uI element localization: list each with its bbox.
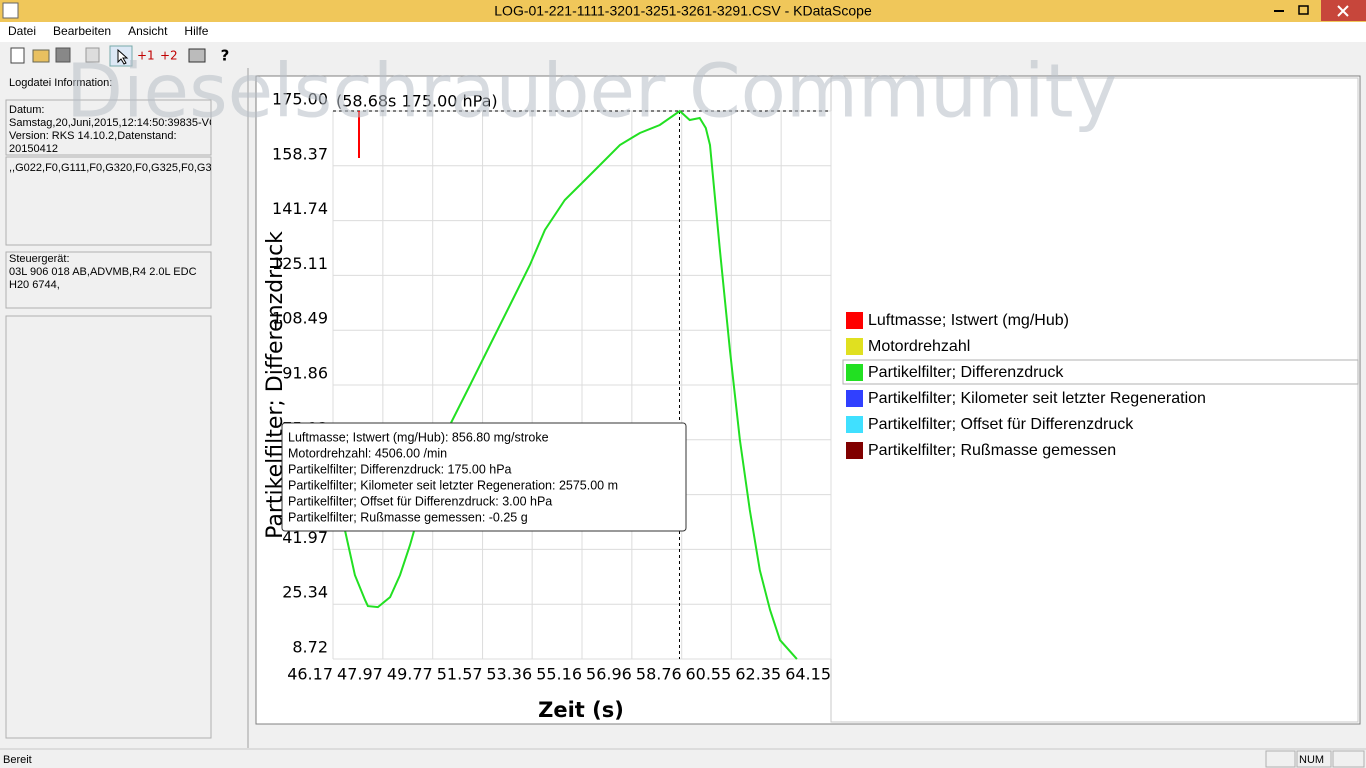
y-tick-label: 141.74 (272, 199, 328, 218)
new-button[interactable] (10, 47, 25, 64)
legend-label[interactable]: Partikelfilter; Offset für Differenzdruc… (868, 416, 1134, 433)
y-tick-label: 91.86 (282, 364, 328, 383)
sidebar-heading: Logdatei Information: (9, 77, 112, 89)
save-button[interactable] (55, 47, 71, 63)
cursor1-button[interactable]: +1 (137, 49, 155, 63)
legend-swatch[interactable] (846, 442, 863, 459)
x-axis-title: Zeit (s) (538, 698, 624, 722)
status-cell (1332, 750, 1365, 768)
ecu-box (5, 251, 212, 309)
status-text: Bereit (3, 754, 32, 766)
legend-panel (830, 77, 1359, 723)
legend-label[interactable]: Partikelfilter; Rußmasse gemessen (868, 442, 1116, 459)
menu-item[interactable]: Hilfe (184, 24, 208, 38)
app-icon (2, 2, 19, 19)
x-tick-label: 51.57 (437, 665, 483, 684)
tooltip-line: Partikelfilter; Kilometer seit letzter R… (288, 478, 618, 492)
x-tick-label: 49.77 (387, 665, 433, 684)
tooltip (281, 422, 687, 532)
ecu-line: H20 6744, (9, 279, 60, 291)
x-tick-label: 62.35 (735, 665, 781, 684)
tooltip-line: Partikelfilter; Differenzdruck: 175.00 h… (288, 462, 512, 476)
pointer-icon (117, 48, 129, 65)
status-bar (0, 749, 1366, 768)
tooltip-line: Partikelfilter; Offset für Differenzdruc… (288, 494, 552, 508)
sidebar-text: Datum:Samstag,20,Juni,2015,12:14:50:3983… (9, 104, 220, 291)
legend-swatch[interactable] (846, 338, 863, 355)
tooltip-line: Partikelfilter; Rußmasse gemessen: -0.25… (288, 510, 528, 524)
y-tick-label: 41.97 (282, 528, 328, 547)
ecu-line: 03L 906 018 AB,ADVMB,R4 2.0L EDC (9, 266, 197, 278)
cursor2-button[interactable]: +2 (160, 49, 178, 63)
cursor-label: (58.68s 175.00 hPa) (336, 92, 498, 111)
print-button[interactable] (188, 48, 206, 63)
x-tick-label: 58.76 (636, 665, 682, 684)
info-box (5, 99, 212, 156)
legend-label[interactable]: Luftmasse; Istwert (mg/Hub) (868, 312, 1069, 329)
x-tick-label: 55.16 (536, 665, 582, 684)
menu-item[interactable]: Ansicht (128, 24, 168, 38)
window-title: LOG-01-221-1111-3201-3251-3261-3291.CSV … (494, 3, 872, 19)
y-tick-label: 108.49 (272, 309, 328, 328)
info-line: 20150412 (9, 143, 58, 155)
x-tick-label: 47.97 (337, 665, 383, 684)
y-tick-label: 125.11 (272, 254, 328, 273)
num-indicator: NUM (1299, 754, 1324, 766)
legend-label[interactable]: Partikelfilter; Kilometer seit letzter R… (868, 390, 1206, 407)
menu-item[interactable]: Datei (8, 24, 36, 38)
legend-swatch[interactable] (846, 364, 863, 381)
legend-label[interactable]: Motordrehzahl (868, 338, 970, 355)
y-tick-label: 25.34 (282, 583, 328, 602)
x-tick-label: 53.36 (486, 665, 532, 684)
title-bar (0, 0, 1366, 22)
legend-selection (842, 359, 1359, 385)
legend-label[interactable]: Partikelfilter; Differenzdruck (868, 364, 1064, 381)
close-icon (1337, 5, 1349, 17)
info-line: Samstag,20,Juni,2015,12:14:50:39835-VCI (9, 117, 220, 129)
legend-swatch[interactable] (846, 390, 863, 407)
status-cell (1265, 750, 1296, 768)
chart: 8.7225.3441.9758.6075.2391.86108.49125.1… (263, 90, 1359, 722)
help-button[interactable]: ? (221, 47, 230, 65)
info-line: Version: RKS 14.10.2,Datenstand: (9, 130, 177, 142)
y-tick-label: 158.37 (272, 144, 328, 163)
toolbar (0, 43, 1366, 68)
tooltip-line: Motordrehzahl: 4506.00 /min (288, 446, 447, 460)
info-line: Datum: (9, 104, 44, 116)
watermark: Dieselschrauber Community (66, 49, 1117, 135)
y-tick-label: 8.72 (292, 638, 328, 657)
ecu-line: Steuergerät: (9, 253, 70, 265)
menu-bar (0, 22, 1366, 42)
empty-box (5, 315, 212, 739)
series-line (338, 109, 798, 660)
open-button[interactable] (32, 49, 50, 63)
menu: Datei Bearbeiten Ansicht Hilfe (8, 24, 209, 38)
copy-button[interactable] (85, 47, 100, 63)
channels-line: ,,G022,F0,G111,F0,G320,F0,G325,F0,G32 (9, 162, 218, 174)
legend-swatch[interactable] (846, 312, 863, 329)
x-tick-label: 56.96 (586, 665, 632, 684)
x-tick-label: 64.15 (785, 665, 831, 684)
x-tick-label: 46.17 (287, 665, 333, 684)
legend-swatch[interactable] (846, 416, 863, 433)
x-tick-label: 60.55 (685, 665, 731, 684)
menu-item[interactable]: Bearbeiten (53, 24, 111, 38)
maximize-button[interactable] (1298, 5, 1309, 15)
channels-box (5, 156, 212, 246)
y-tick-label: 175.00 (272, 90, 328, 109)
status-cell (1296, 750, 1332, 768)
tooltip-line: Luftmasse; Istwert (mg/Hub): 856.80 mg/s… (288, 430, 549, 444)
